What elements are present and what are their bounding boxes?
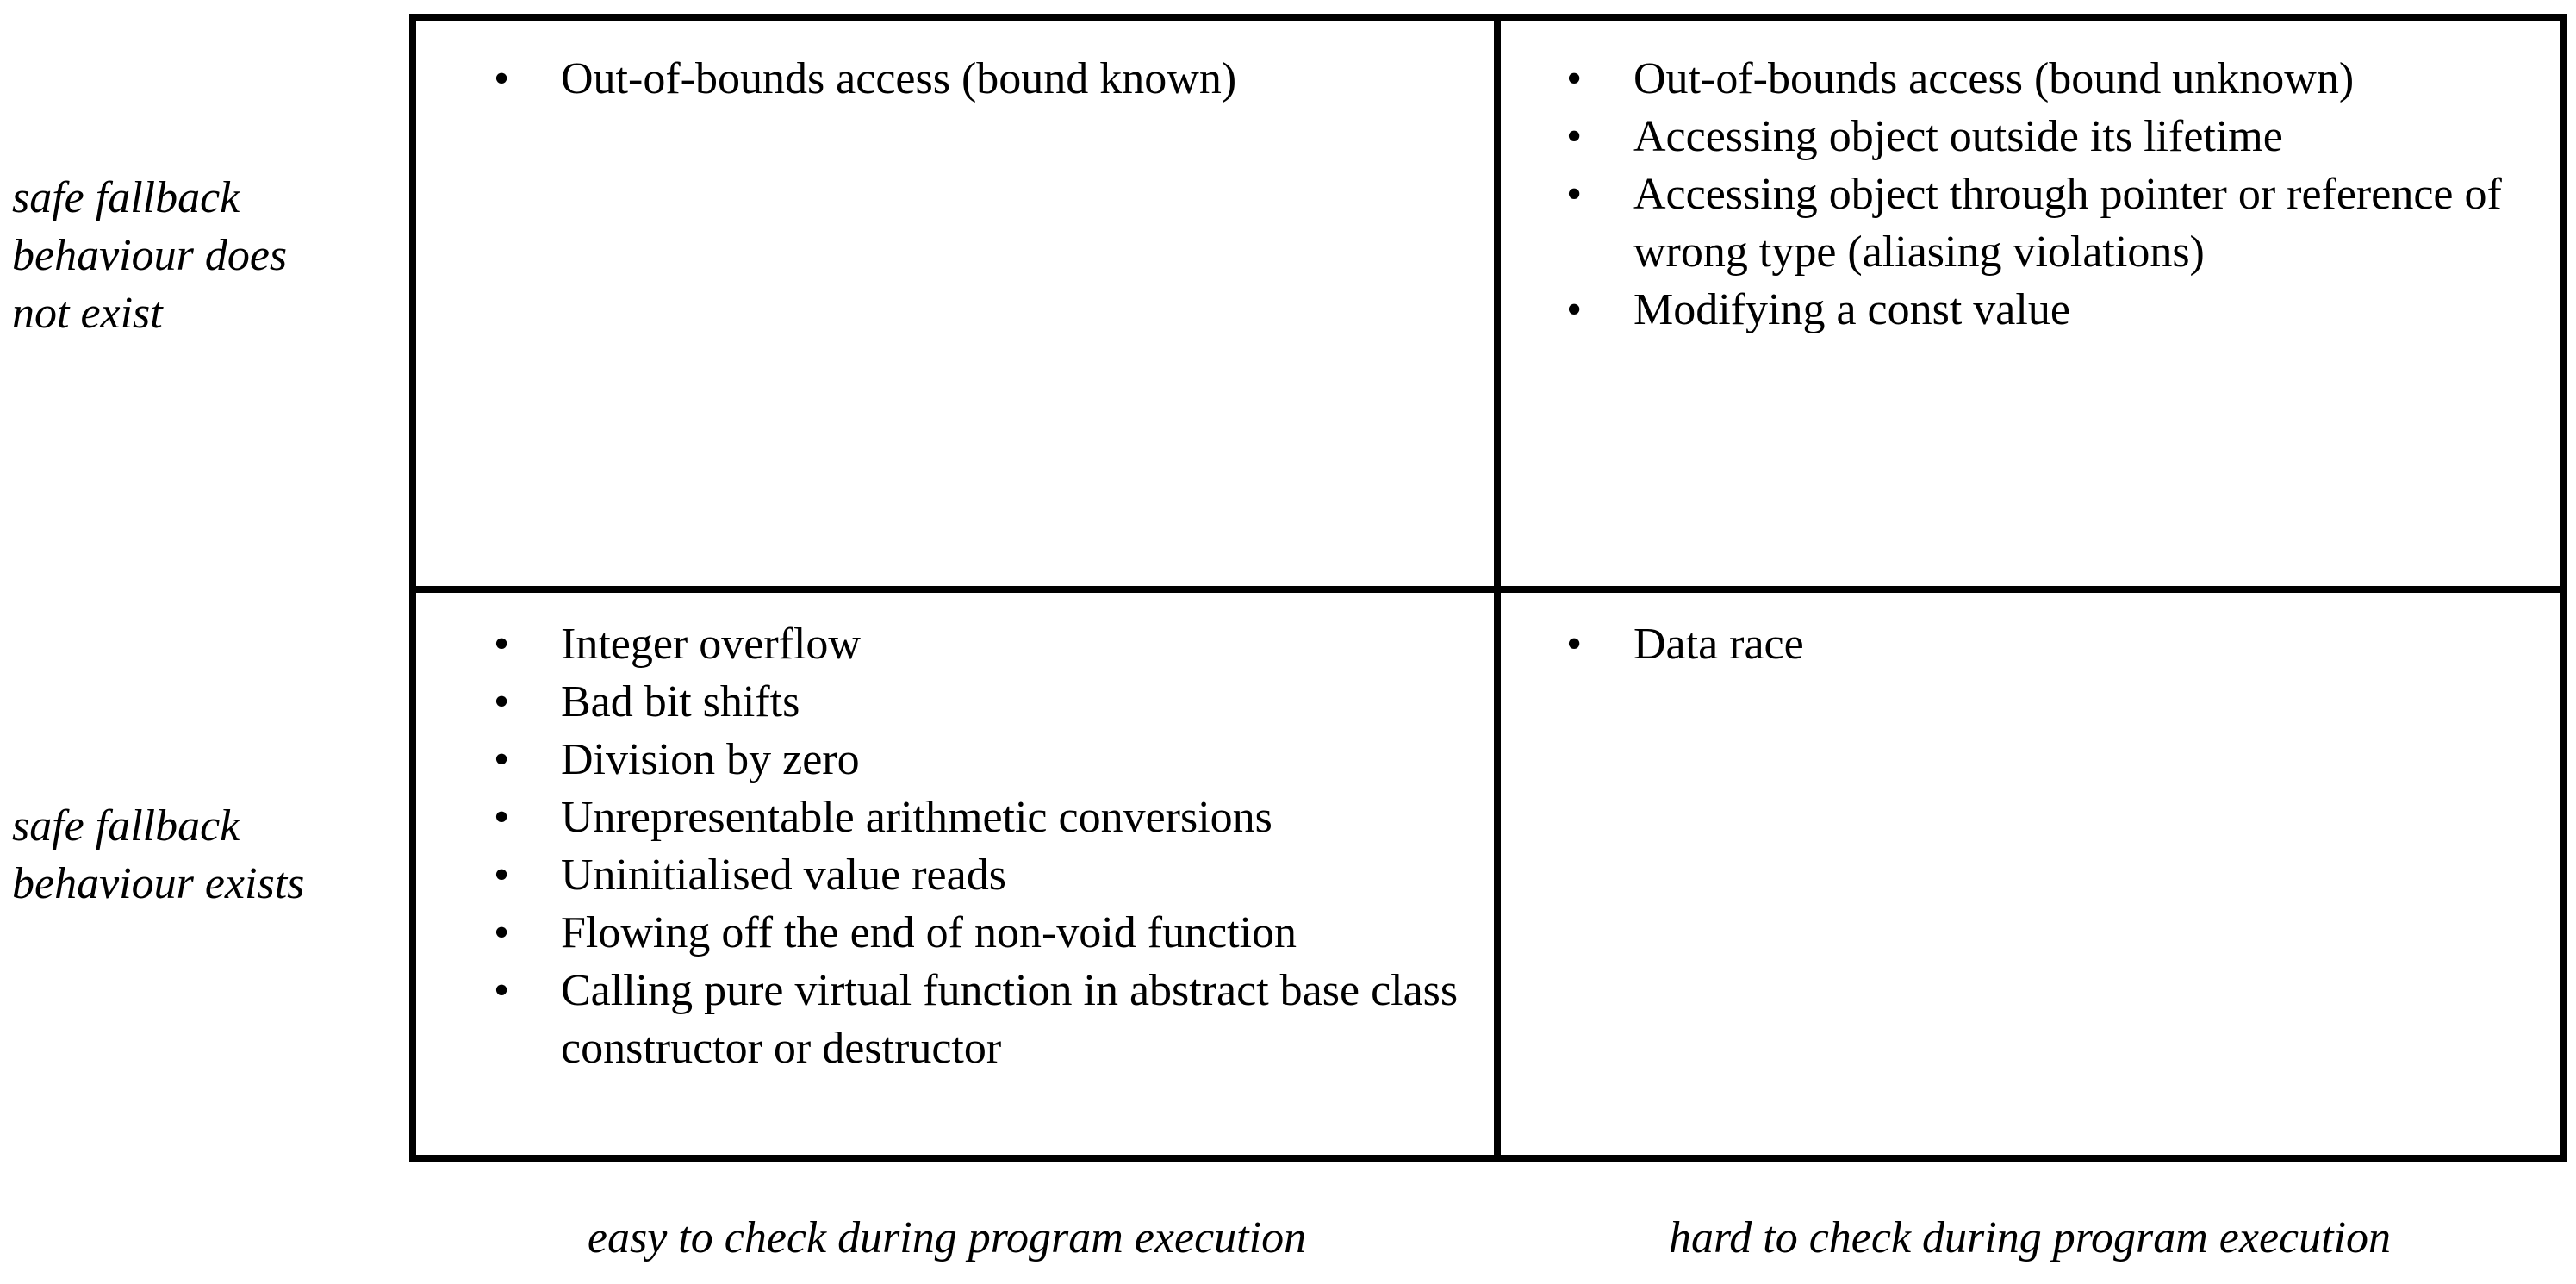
list-item: • Calling pure virtual function in abstra… [494, 962, 1477, 1077]
list-item-text: Out-of-bounds access (bound unknown) [1633, 54, 2355, 103]
list-item-text: Modifying a const value [1633, 285, 2070, 334]
bullet-icon: • [494, 908, 510, 957]
row-label-no-safe-fallback: safe fallback behaviour does not exist [12, 169, 287, 342]
list-item: • Division by zero [494, 731, 1477, 788]
bullet-icon: • [494, 620, 510, 669]
cell-easy-no-fallback: • Out-of-bounds access (bound known) [416, 21, 1494, 586]
list-item: • Unrepresentable arithmetic conversions [494, 788, 1477, 846]
list-item-text: Calling pure virtual function in abstrac… [561, 966, 1459, 1073]
column-label-hard: hard to check during program execution [1668, 1213, 2392, 1262]
list-item: • Out-of-bounds access (bound unknown) [1566, 50, 2552, 108]
list-item: • Uninitialised value reads [494, 846, 1477, 904]
row-label-safe-fallback-exists: safe fallback behaviour exists [12, 797, 304, 913]
quadrant-grid: • Out-of-bounds access (bound known) • Out… [409, 14, 2567, 1162]
bullet-icon: • [1566, 54, 1583, 103]
bullet-icon: • [494, 735, 510, 784]
bullet-icon: • [494, 677, 510, 726]
column-label-easy: easy to check during program execution [587, 1213, 1307, 1262]
cell-hard-fallback-exists: • Data race [1501, 593, 2560, 1155]
list-item-text: Bad bit shifts [561, 677, 800, 726]
list-item: • Modifying a const value [1566, 281, 2552, 339]
list-item: • Accessing object outside its lifetime [1566, 108, 2552, 165]
bullet-icon: • [1566, 112, 1583, 161]
list-item-text: Flowing off the end of non-void function [561, 908, 1297, 957]
bullet-list: • Out-of-bounds access (bound unknown) • Ac… [1566, 50, 2552, 339]
bullet-icon: • [494, 851, 510, 900]
row-label-line: safe fallback [12, 801, 240, 851]
bullet-icon: • [1566, 620, 1583, 669]
list-item-text: Unrepresentable arithmetic conversions [561, 793, 1272, 842]
list-item-text: Integer overflow [561, 620, 861, 669]
horizontal-divider [416, 586, 2560, 593]
bullet-list: • Data race [1566, 615, 2552, 673]
cell-easy-fallback-exists: • Integer overflow • Bad bit shifts • Divisio… [416, 593, 1494, 1155]
bullet-icon: • [1566, 170, 1583, 219]
row-label-line: not exist [12, 289, 163, 338]
list-item-text: Accessing object through pointer or refe… [1633, 170, 2502, 277]
list-item: • Bad bit shifts [494, 673, 1477, 731]
list-item-text: Division by zero [561, 735, 860, 784]
list-item-text: Uninitialised value reads [561, 851, 1006, 900]
list-item-text: Out-of-bounds access (bound known) [561, 54, 1237, 103]
row-label-line: behaviour exists [12, 859, 305, 908]
list-item-text: Accessing object outside its lifetime [1633, 112, 2283, 161]
list-item: • Data race [1566, 615, 2552, 673]
list-item: • Integer overflow [494, 615, 1477, 673]
list-item-text: Data race [1633, 620, 1804, 669]
bullet-icon: • [494, 966, 510, 1015]
row-label-line: behaviour does [12, 231, 288, 280]
bullet-icon: • [494, 793, 510, 842]
bullet-icon: • [494, 54, 510, 103]
list-item: • Out-of-bounds access (bound known) [494, 50, 1477, 108]
list-item: • Flowing off the end of non-void functio… [494, 904, 1477, 962]
list-item: • Accessing object through pointer or ref… [1566, 165, 2552, 281]
bullet-list: • Integer overflow • Bad bit shifts • Divisio… [494, 615, 1477, 1077]
row-label-line: safe fallback [12, 173, 240, 222]
bullet-list: • Out-of-bounds access (bound known) [494, 50, 1477, 108]
bullet-icon: • [1566, 285, 1583, 334]
cell-hard-no-fallback: • Out-of-bounds access (bound unknown) • Ac… [1501, 21, 2560, 586]
